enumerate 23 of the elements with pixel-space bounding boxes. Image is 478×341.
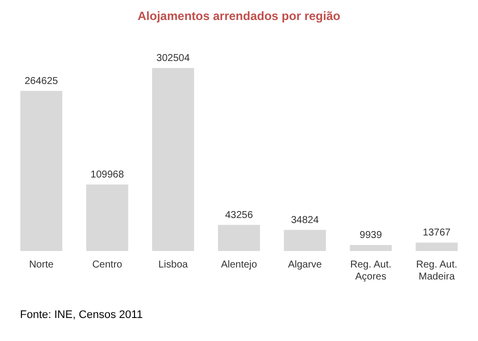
- bar: [284, 230, 326, 251]
- source-note: Fonte: INE, Censos 2011: [20, 309, 143, 321]
- bar: [350, 244, 392, 251]
- bar: [86, 184, 128, 251]
- data-label: 43256: [225, 210, 254, 221]
- data-label: 302504: [156, 53, 190, 64]
- data-label: 9939: [360, 230, 382, 241]
- bar: [152, 68, 194, 251]
- data-label: 264625: [24, 76, 58, 87]
- bar: [416, 242, 458, 251]
- x-tick-label: Alentejo: [220, 260, 258, 270]
- x-tick-label: Algarve: [288, 260, 322, 270]
- bar: [20, 90, 62, 251]
- x-tick-label: Reg. Aut. Açores: [350, 260, 392, 282]
- x-tick-label: Norte: [29, 260, 54, 270]
- data-label: 13767: [422, 228, 452, 239]
- chart-title: Alojamentos arrendados por região: [138, 9, 340, 23]
- data-label: 109968: [90, 169, 124, 180]
- data-label: 34824: [290, 214, 320, 226]
- bar: [218, 224, 260, 251]
- x-tick-label: Lisboa: [158, 260, 188, 270]
- x-tick-label: Reg. Aut. Madeira: [416, 260, 458, 282]
- x-tick-label: Centro: [92, 260, 123, 270]
